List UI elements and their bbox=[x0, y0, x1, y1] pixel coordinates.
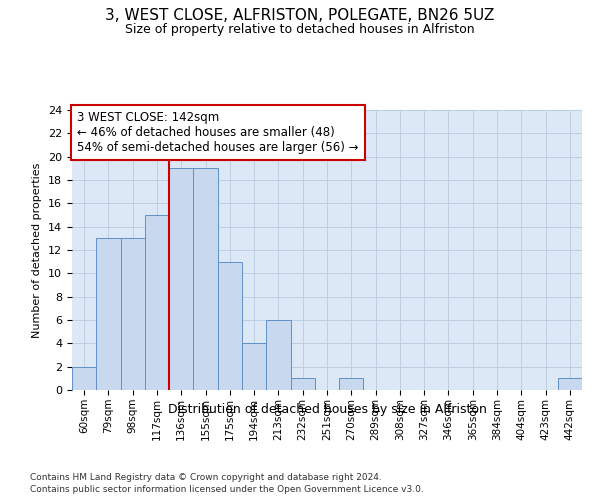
Text: 3, WEST CLOSE, ALFRISTON, POLEGATE, BN26 5UZ: 3, WEST CLOSE, ALFRISTON, POLEGATE, BN26… bbox=[106, 8, 494, 22]
Bar bbox=[145, 215, 169, 390]
Bar bbox=[96, 238, 121, 390]
Text: Contains public sector information licensed under the Open Government Licence v3: Contains public sector information licen… bbox=[30, 485, 424, 494]
Bar bbox=[218, 262, 242, 390]
Bar bbox=[290, 378, 315, 390]
Y-axis label: Number of detached properties: Number of detached properties bbox=[32, 162, 43, 338]
Bar bbox=[339, 378, 364, 390]
Bar bbox=[266, 320, 290, 390]
Text: 3 WEST CLOSE: 142sqm
← 46% of detached houses are smaller (48)
54% of semi-detac: 3 WEST CLOSE: 142sqm ← 46% of detached h… bbox=[77, 112, 359, 154]
Text: Distribution of detached houses by size in Alfriston: Distribution of detached houses by size … bbox=[167, 402, 487, 415]
Bar bbox=[193, 168, 218, 390]
Bar bbox=[242, 344, 266, 390]
Bar bbox=[558, 378, 582, 390]
Text: Size of property relative to detached houses in Alfriston: Size of property relative to detached ho… bbox=[125, 22, 475, 36]
Text: Contains HM Land Registry data © Crown copyright and database right 2024.: Contains HM Land Registry data © Crown c… bbox=[30, 472, 382, 482]
Bar bbox=[121, 238, 145, 390]
Bar bbox=[72, 366, 96, 390]
Bar bbox=[169, 168, 193, 390]
